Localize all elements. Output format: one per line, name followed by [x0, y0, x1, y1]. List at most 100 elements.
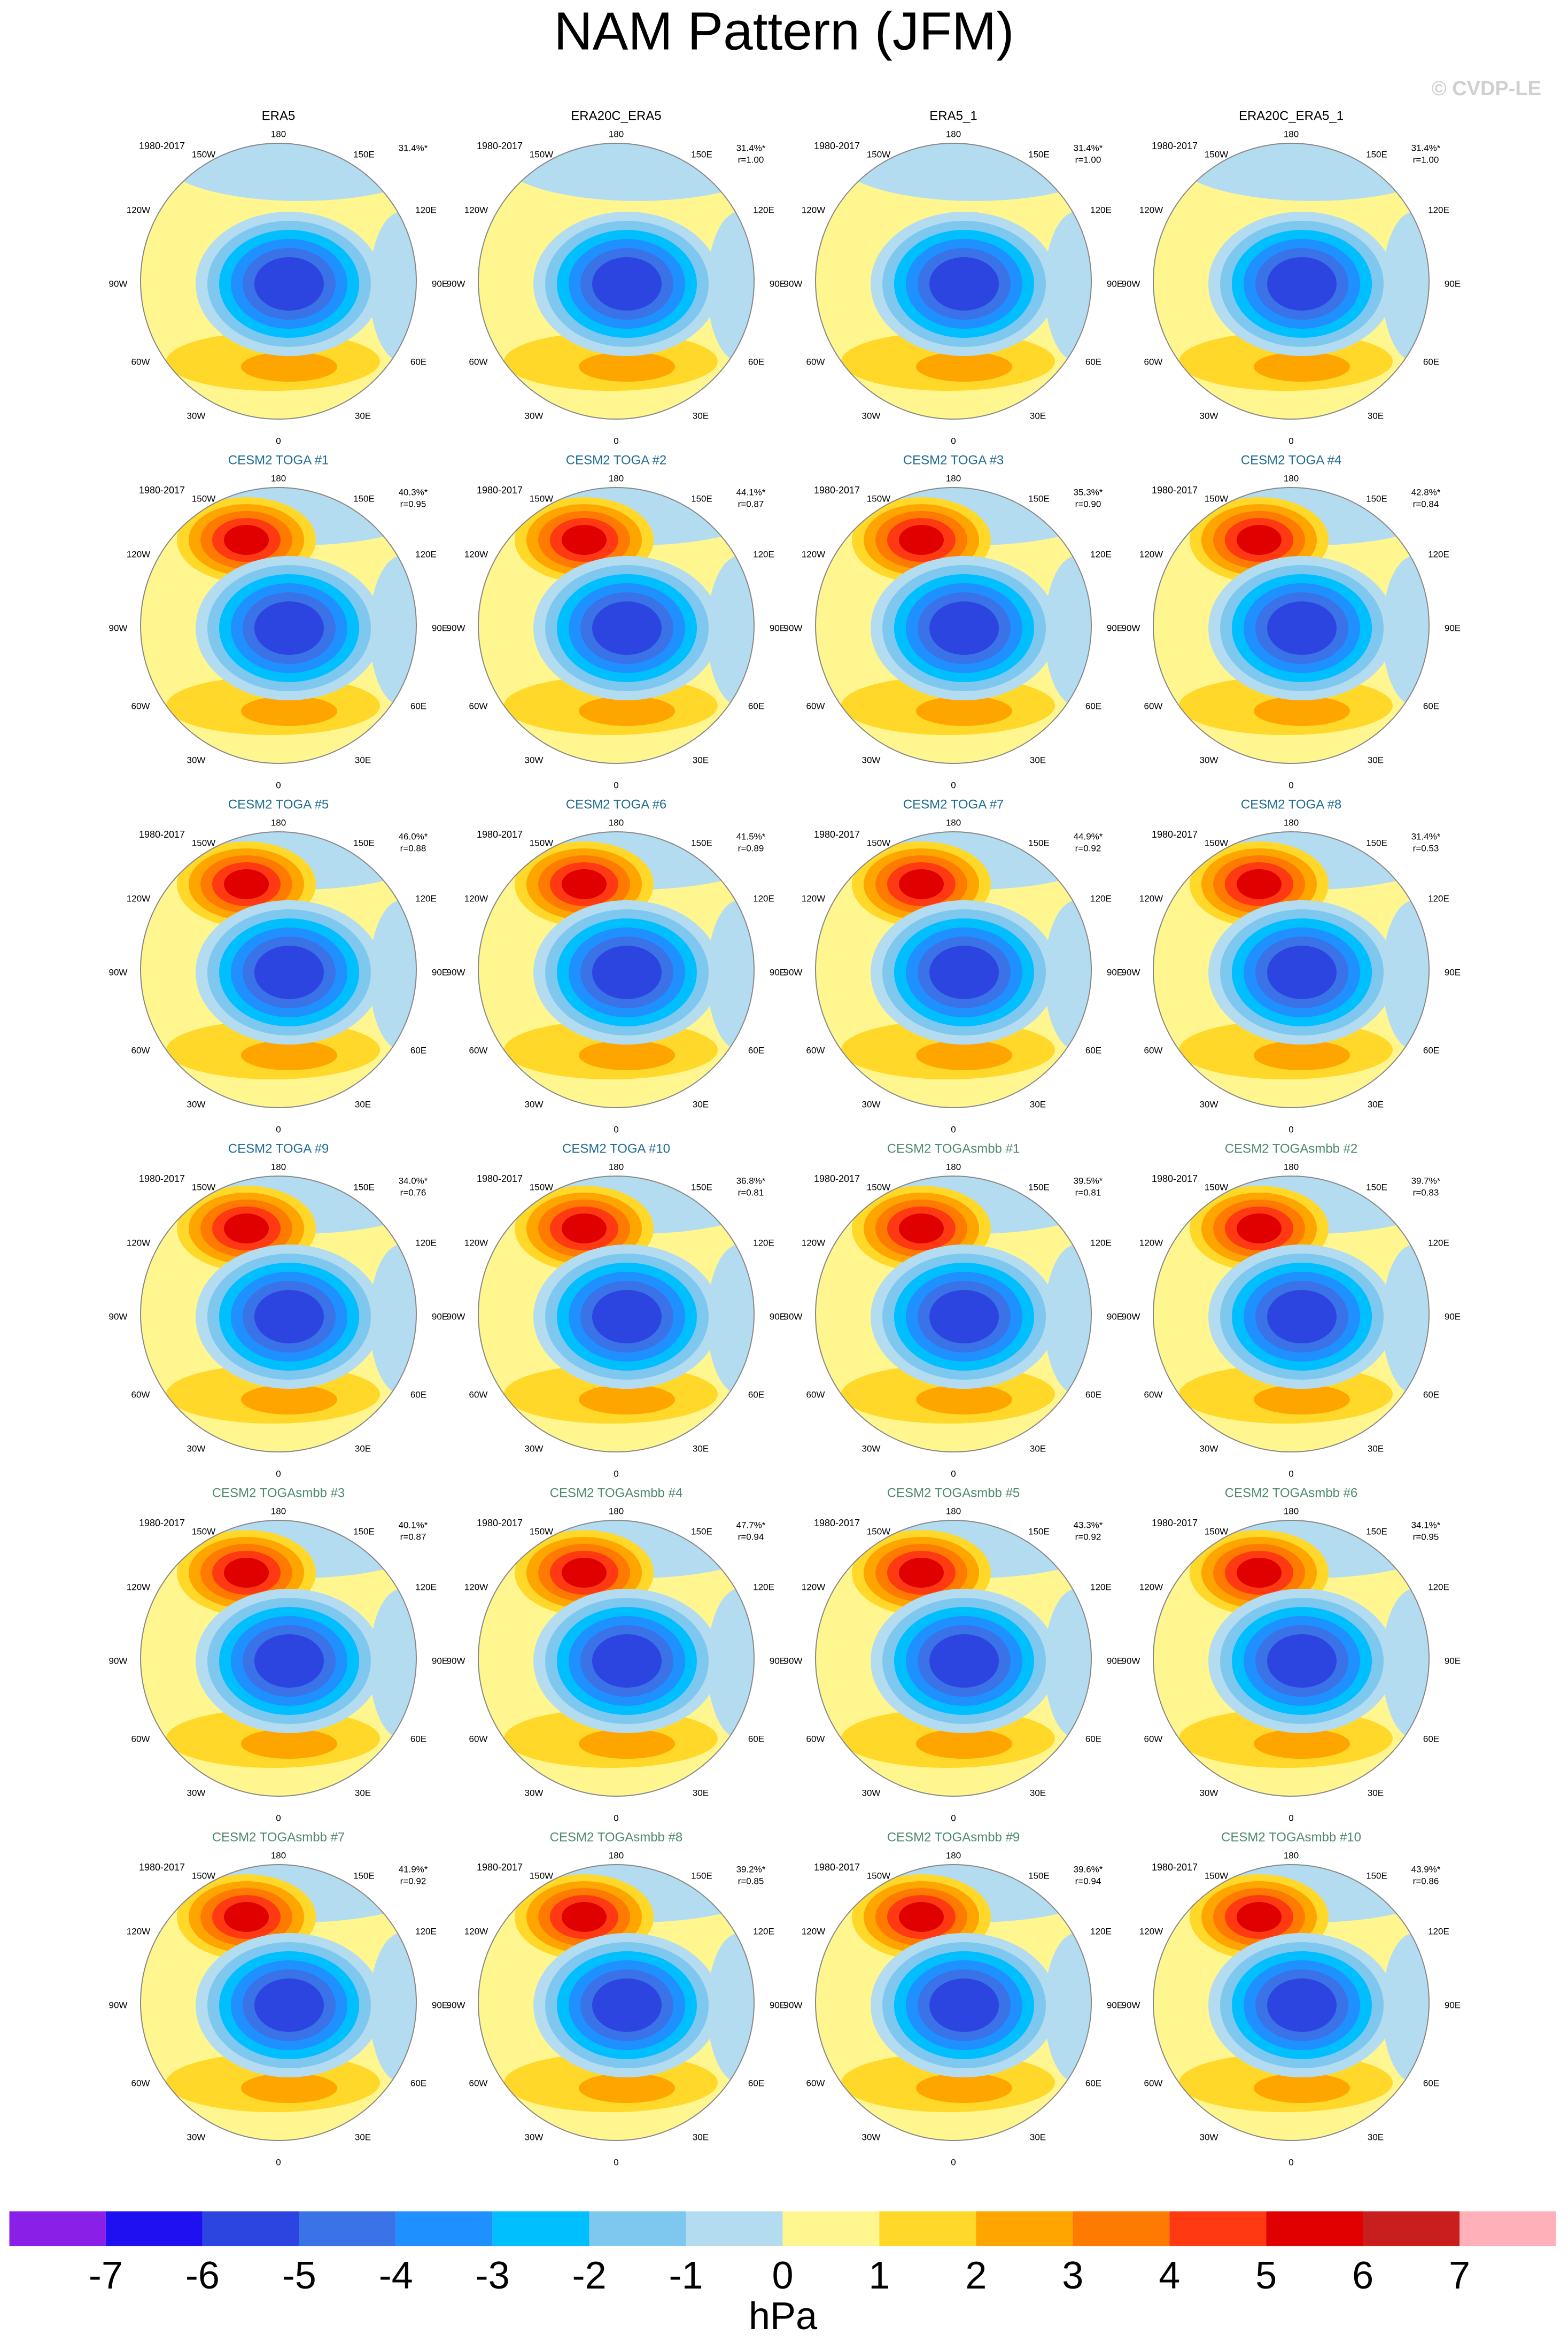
longitude-label: 90W [1122, 1656, 1140, 1666]
panel-correlation: r=0.92 [1075, 1532, 1101, 1542]
longitude-label: 150W [1205, 1526, 1228, 1536]
panel-title: CESM2 TOGAsmbb #2 [1225, 1141, 1358, 1156]
polar-low [1267, 1290, 1337, 1343]
map-outline [140, 1176, 417, 1452]
longitude-label: 0 [614, 436, 618, 446]
longitude-label: 150W [1205, 149, 1228, 159]
atlantic-high-core [916, 1040, 1012, 1070]
longitude-label: 150E [1028, 149, 1050, 159]
polar-low [254, 257, 324, 311]
map-field [1153, 1865, 1429, 2140]
longitude-label: 120E [1428, 1926, 1449, 1936]
longitude-label: 90E [1107, 2000, 1123, 2010]
longitude-label: 90W [447, 279, 465, 289]
atlantic-high-core [579, 1729, 675, 1759]
east-low [369, 212, 416, 361]
longitude-label: 90W [109, 967, 128, 977]
longitude-label: 120W [127, 549, 150, 559]
atlantic-high-core [916, 1729, 1012, 1759]
longitude-label: 180 [271, 1162, 286, 1172]
longitude-label: 30E [693, 1443, 709, 1454]
longitude-label: 150W [1205, 493, 1228, 504]
east-low [707, 1933, 754, 2083]
map-outline [815, 143, 1092, 420]
longitude-label: 0 [951, 436, 956, 446]
colorbar-frame [9, 2210, 1557, 2247]
longitude-label: 60W [131, 701, 150, 711]
colorbar-tick-label: -6 [185, 2254, 220, 2297]
longitude-label: 60E [1423, 1389, 1439, 1400]
panel-variance: 39.2%* [736, 1864, 766, 1874]
longitude-label: 120E [1428, 893, 1449, 903]
map-panel: CESM2 TOGA #3 1980-2017 35.3%* r=0.90 180 0 15… [784, 453, 1123, 790]
longitude-label: 0 [951, 1813, 956, 1823]
longitude-label: 120E [1090, 893, 1112, 903]
longitude-label: 150W [867, 838, 890, 848]
east-low [1382, 556, 1429, 706]
longitude-label: 90W [447, 623, 465, 633]
longitude-label: 60W [131, 1734, 150, 1744]
pacific-high [899, 525, 944, 555]
panel-correlation: r=0.53 [1413, 843, 1439, 853]
longitude-label: 180 [609, 129, 624, 139]
longitude-label: 30E [1030, 2132, 1046, 2142]
longitude-label: 120W [127, 893, 150, 903]
panel-variance: 46.0%* [399, 831, 428, 841]
longitude-label: 120W [464, 1582, 488, 1592]
panel-correlation: r=0.94 [1075, 1876, 1101, 1886]
longitude-label: 120E [415, 893, 437, 903]
panel-period: 1980-2017 [1152, 1518, 1198, 1528]
panel-correlation: r=0.92 [400, 1876, 426, 1886]
colorbar-tick-label: -3 [476, 2254, 510, 2297]
map-panel: CESM2 TOGA #10 1980-2017 36.8%*r=0.81 180 0 1… [447, 1141, 786, 1479]
panel-variance: 44.1%* [736, 487, 766, 497]
longitude-label: 30E [1368, 1099, 1384, 1109]
polar-low [254, 1634, 324, 1688]
longitude-label: 150W [192, 493, 215, 504]
map-panel: CESM2 TOGAsmbb #10 1980-2017 43.9%* r=0.86 1… [1122, 1830, 1461, 2167]
longitude-label: 120W [802, 1238, 825, 1248]
panel-variance: 42.8%* [1411, 487, 1441, 497]
longitude-label: 0 [1288, 1813, 1293, 1823]
map-outline [140, 831, 417, 1108]
panel-title: ERA5 [262, 109, 296, 123]
map-panel: ERA5_1 1980-2017 31.4%*r=1.00 180 0 150W 150E 1… [784, 109, 1123, 446]
longitude-label: 30W [187, 2132, 206, 2142]
longitude-label: 180 [1284, 817, 1299, 828]
colorbar-tick-label: 1 [868, 2254, 890, 2297]
longitude-label: 120W [127, 1582, 150, 1592]
longitude-label: 30E [693, 755, 709, 765]
panel-period: 1980-2017 [814, 1518, 860, 1528]
panel-variance: 41.9%* [399, 1864, 428, 1874]
longitude-label: 0 [614, 2157, 618, 2167]
colorbar-box [1460, 2211, 1556, 2246]
longitude-label: 120W [802, 1582, 825, 1592]
map-outline [140, 1864, 417, 2141]
map-outline [815, 1520, 1092, 1797]
longitude-label: 90W [784, 1311, 803, 1321]
map-field [141, 143, 416, 419]
map-outline [1153, 1176, 1430, 1452]
longitude-label: 90W [784, 623, 803, 633]
longitude-label: 30W [1200, 1788, 1218, 1798]
longitude-label: 180 [946, 1162, 961, 1172]
longitude-label: 30W [525, 1099, 544, 1109]
panel-variance: 31.4%* [1411, 143, 1441, 153]
panel-title: CESM2 TOGA #9 [228, 1141, 329, 1156]
panel-period: 1980-2017 [477, 485, 523, 496]
pacific-high [1237, 869, 1282, 899]
panel-correlation: r=0.87 [400, 1532, 426, 1542]
map-panel: CESM2 TOGA #6 1980-2017 41.5%* r=0.89 180 0 15… [447, 797, 786, 1134]
panel-correlation: r=0.86 [1413, 1876, 1439, 1886]
longitude-label: 60E [410, 1389, 426, 1400]
longitude-label: 30E [355, 1788, 371, 1798]
longitude-label: 150W [867, 493, 890, 504]
panel-period: 1980-2017 [1152, 829, 1198, 840]
panel-variance: 31.4%* [1411, 831, 1441, 841]
map-panel: CESM2 TOGAsmbb #3 1980-2017 40.1%* r=0.87 18… [109, 1486, 448, 1823]
longitude-label: 150W [867, 149, 890, 159]
longitude-label: 180 [609, 473, 624, 483]
polar-low [1267, 1978, 1337, 2032]
pacific-high [562, 869, 607, 899]
longitude-label: 150E [1028, 493, 1050, 504]
